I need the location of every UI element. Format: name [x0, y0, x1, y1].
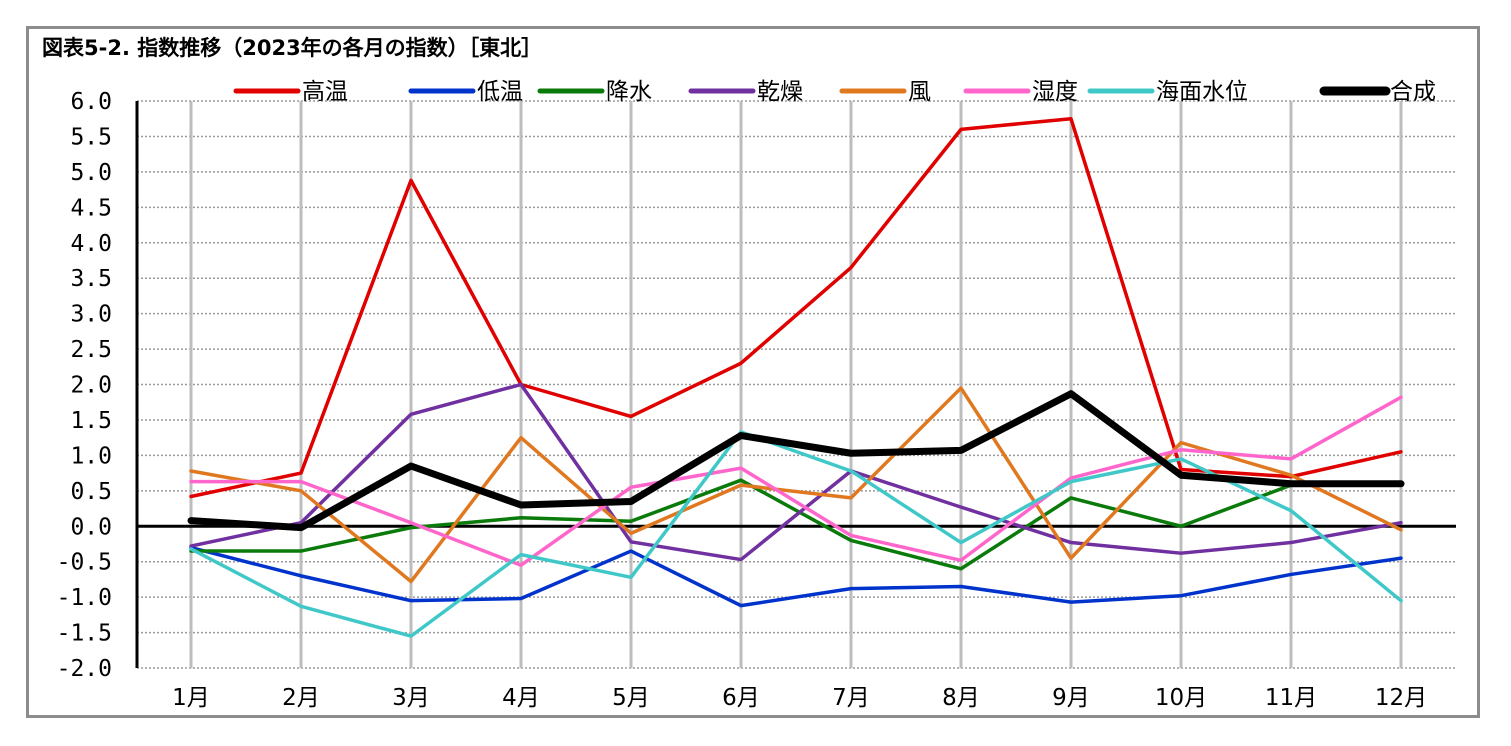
legend-label: 乾燥 [757, 79, 803, 105]
series-line [189, 116, 1403, 499]
x-tick-label: 11月 [1265, 685, 1317, 711]
y-tick-label: 2.5 [70, 337, 112, 363]
y-tick-label: 5.0 [70, 160, 112, 186]
series-line [189, 395, 1403, 567]
x-tick-label: 5月 [612, 685, 650, 711]
series-line [189, 382, 1403, 562]
y-tick-label: -1.0 [57, 585, 112, 611]
y-tick-label: -1.5 [57, 621, 112, 647]
y-tick-label: 5.5 [70, 124, 112, 150]
chart-title: 図表5-2. 指数推移（2023年の各月の指数）［東北］ [42, 36, 543, 60]
y-tick-label: 6.0 [70, 89, 112, 115]
legend-label: 風 [908, 79, 931, 105]
x-tick-label: 2月 [282, 685, 320, 711]
legend-label: 高温 [302, 79, 348, 105]
legend-label: 海面水位 [1156, 79, 1248, 105]
series-line [189, 478, 1403, 571]
series-line [189, 386, 1403, 584]
y-tick-label: 2.0 [70, 373, 112, 399]
x-tick-label: 7月 [832, 685, 870, 711]
x-tick-labels: 1月 2月 3月 4月 5月 6月 7月 8月 9月 10月 11月 12月 [172, 685, 1427, 711]
x-tick-label: 8月 [942, 685, 980, 711]
y-tick-label: 1.5 [70, 408, 112, 434]
x-tick-label: 4月 [502, 685, 540, 711]
legend-label: 低温 [477, 79, 523, 105]
y-tick-label: -0.5 [57, 550, 112, 576]
x-tick-label: 10月 [1155, 685, 1207, 711]
x-tick-label: 12月 [1375, 685, 1427, 711]
y-tick-label: -2.0 [57, 656, 112, 682]
y-tick-label: 3.5 [70, 266, 112, 292]
series-line [189, 430, 1403, 638]
x-tick-label: 6月 [722, 685, 760, 711]
legend-label: 合成 [1390, 79, 1436, 105]
y-tick-labels: 6.0 5.5 5.0 4.5 4.0 3.5 3.0 2.5 2.0 1.5 1.0 0.5 0.0 -… [57, 89, 112, 682]
y-tick-label: 4.0 [70, 231, 112, 257]
legend: 高温 低温 降水 乾燥 風 湿度 海面水位 合成 [233, 79, 1436, 105]
y-tick-label: 0.0 [70, 514, 112, 540]
y-tick-label: 4.5 [70, 195, 112, 221]
series-line [189, 545, 1403, 608]
legend-label: 降水 [606, 79, 652, 105]
y-tick-label: 3.0 [70, 302, 112, 328]
x-tick-label: 9月 [1052, 685, 1090, 711]
x-tick-label: 1月 [172, 685, 210, 711]
legend-label: 湿度 [1032, 79, 1078, 105]
series-lines [187, 116, 1405, 638]
x-tick-label: 3月 [392, 685, 430, 711]
y-tick-label: 1.0 [70, 443, 112, 469]
y-tick-label: 0.5 [70, 479, 112, 505]
series-line [187, 390, 1405, 532]
axes [135, 101, 1456, 668]
